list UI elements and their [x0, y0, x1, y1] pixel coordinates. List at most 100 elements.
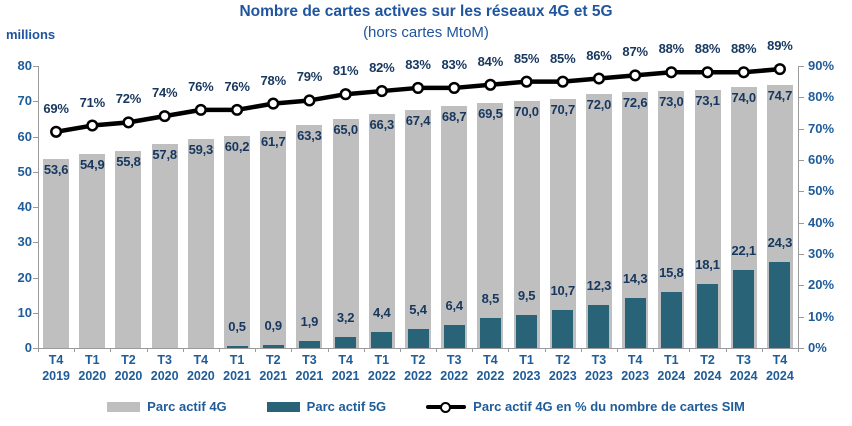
x-axis-tick — [617, 348, 619, 352]
bar-4g-label: 74,7 — [767, 87, 793, 103]
line-marker — [629, 69, 642, 82]
line-marker — [701, 66, 714, 79]
left-axis-unit-label: millions — [6, 27, 56, 42]
line-marker — [158, 110, 171, 123]
right-axis-tick — [799, 128, 804, 130]
chart-subtitle: (hors cartes MtoM) — [363, 24, 489, 41]
bar-4g — [549, 98, 576, 348]
bar-4g — [368, 114, 395, 348]
x-axis-category-label: T1 2024 — [650, 353, 692, 384]
bar-5g — [733, 270, 755, 348]
right-axis-tick-label: 0% — [808, 340, 827, 355]
bar-5g — [588, 304, 610, 348]
x-axis-category-line: 2021 — [259, 368, 288, 383]
x-axis-category-line: T1 — [664, 353, 679, 367]
x-axis-category-line: T4 — [483, 353, 498, 367]
x-axis-category-line: 2020 — [150, 368, 179, 383]
line-marker — [339, 88, 352, 101]
bar-4g-label: 57,8 — [152, 147, 177, 163]
line-marker — [122, 116, 135, 129]
x-axis-category-label: T2 2020 — [107, 353, 149, 384]
line-point-label: 85% — [513, 50, 540, 66]
bar-4g — [260, 130, 287, 348]
bar-5g — [443, 325, 465, 348]
bar-4g — [151, 144, 178, 348]
line-point-label: 88% — [694, 41, 721, 57]
bar-5g — [371, 332, 393, 348]
left-axis-line — [38, 66, 39, 348]
x-axis-category-label: T3 2021 — [288, 353, 330, 384]
line-marker — [411, 81, 425, 94]
line-marker — [230, 103, 244, 116]
bar-4g — [332, 118, 359, 348]
x-axis-tick — [363, 348, 365, 352]
bar-5g-label: 3,2 — [336, 309, 355, 325]
right-axis-tick — [799, 97, 804, 99]
bar-5g-label: 9,5 — [517, 287, 536, 303]
right-axis-tick — [799, 285, 804, 287]
left-axis-tick-label: 10 — [17, 304, 32, 320]
left-axis-tick-label: 70 — [17, 93, 32, 109]
x-axis-tick — [544, 348, 546, 352]
bar-4g — [187, 138, 214, 348]
bar-5g-label: 6,4 — [445, 298, 463, 314]
bar-5g-label: 18,1 — [695, 257, 720, 273]
right-axis-tick — [799, 66, 804, 67]
x-axis-category-line: 2022 — [404, 368, 432, 383]
x-axis-category-line: T2 — [410, 353, 426, 367]
x-axis-category-label: T3 2020 — [144, 353, 186, 384]
x-axis-category-label: T3 2022 — [433, 353, 475, 384]
line-point-label: 88% — [730, 41, 757, 57]
bar-5g-label: 22,1 — [731, 243, 756, 259]
x-axis-tick — [580, 348, 582, 352]
left-axis-tick — [33, 66, 38, 67]
bar-5g — [479, 318, 501, 348]
x-axis-tick — [689, 348, 691, 352]
x-axis-category-label: T4 2021 — [325, 353, 367, 384]
right-axis-tick — [799, 316, 804, 318]
line-point-label: 89% — [767, 38, 793, 54]
legend-item-percent-line: Parc actif 4G en % du nombre de cartes S… — [426, 399, 745, 414]
bar-5g — [552, 310, 574, 348]
bar-4g — [224, 135, 251, 348]
bar-5g — [226, 346, 248, 348]
bar-5g-label: 12,3 — [586, 277, 612, 293]
left-axis-tick-label: 20 — [17, 269, 32, 285]
x-axis-category-line: 2020 — [114, 368, 143, 383]
line-marker — [556, 75, 569, 88]
line-point-label: 84% — [477, 53, 504, 69]
x-axis-category-line: T4 — [48, 353, 64, 367]
x-axis-tick — [508, 348, 510, 352]
x-axis-category-label: T2 2023 — [542, 353, 584, 384]
x-axis-tick — [653, 348, 655, 352]
bar-5g-label: 0,9 — [264, 317, 282, 333]
x-axis-category-line: 2023 — [621, 368, 650, 383]
x-axis-category-line: 2023 — [512, 368, 541, 383]
line-marker — [50, 125, 63, 138]
bar-4g — [115, 151, 142, 348]
x-axis-tick — [472, 348, 474, 352]
left-axis-tick — [33, 348, 38, 349]
bar-4g — [79, 154, 106, 348]
bar-4g — [477, 103, 504, 348]
chart-title: Nombre de cartes actives sur les réseaux… — [239, 3, 613, 20]
bar-5g-label: 1,9 — [300, 314, 319, 330]
bar-5g-label: 5,4 — [409, 301, 427, 317]
line-marker — [375, 85, 388, 98]
line-marker — [448, 81, 461, 94]
legend-label-5g: Parc actif 5G — [306, 399, 387, 414]
line-marker — [520, 75, 533, 88]
x-axis-tick — [218, 348, 220, 352]
x-axis-category-line: 2020 — [186, 368, 215, 383]
x-axis-category-line: T4 — [193, 353, 209, 367]
right-axis-tick — [799, 160, 804, 161]
x-axis-tick — [725, 348, 727, 352]
x-axis-category-line: T1 — [519, 353, 534, 367]
bar-5g — [769, 262, 791, 348]
x-axis-tick — [399, 348, 401, 352]
line-marker — [773, 63, 786, 76]
bar-4g — [513, 101, 540, 348]
left-axis-tick — [33, 277, 38, 279]
x-axis-category-line: 2024 — [693, 368, 722, 383]
